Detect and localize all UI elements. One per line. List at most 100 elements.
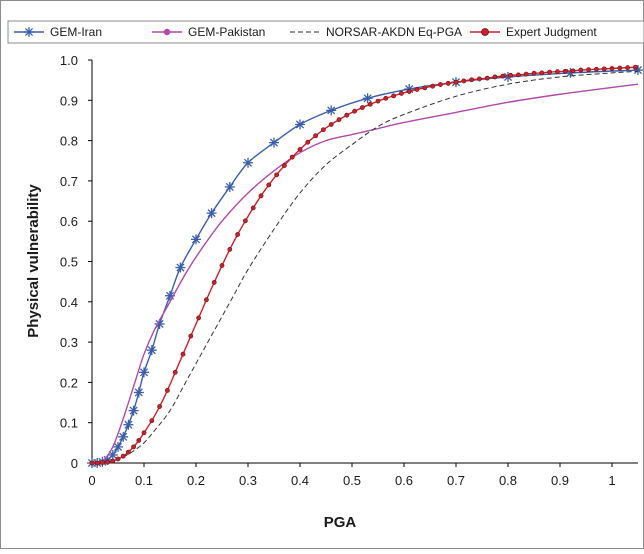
data-point bbox=[461, 78, 467, 84]
legend-label: Expert Judgment bbox=[506, 25, 597, 39]
legend-label: GEM-Pakistan bbox=[188, 25, 265, 39]
data-point bbox=[94, 460, 100, 466]
data-point bbox=[118, 431, 129, 442]
y-tick-label: 0.3 bbox=[60, 335, 78, 350]
data-point bbox=[313, 133, 318, 139]
ticks: 0 0.1 0.2 0.3 0.4 0.5 0.6 0.7 0.8 0.9 1 0 0.1 0.2 0.3 0… bbox=[60, 53, 616, 488]
legend: GEM-Iran GEM-Pakistan NORSAR-AKDN Eq-PGA Ex… bbox=[7, 20, 644, 44]
y-tick-label: 0.2 bbox=[60, 375, 78, 390]
data-point bbox=[633, 64, 638, 70]
data-point bbox=[422, 85, 428, 91]
data-point bbox=[188, 333, 194, 339]
x-tick-label: 0.9 bbox=[551, 473, 569, 488]
x-tick-label: 0.2 bbox=[187, 473, 205, 488]
data-point bbox=[617, 65, 623, 71]
data-point bbox=[344, 112, 350, 118]
data-point bbox=[227, 247, 233, 252]
x-tick-label: 0 bbox=[88, 473, 95, 488]
y-tick-label: 1.0 bbox=[60, 53, 78, 68]
data-point bbox=[203, 297, 209, 303]
legend-marker bbox=[24, 27, 34, 37]
legend-label: GEM-Iran bbox=[50, 25, 102, 39]
data-point bbox=[391, 93, 396, 99]
x-tick-label: 1 bbox=[608, 473, 615, 488]
legend-label: NORSAR-AKDN Eq-PGA bbox=[326, 25, 462, 39]
data-point bbox=[508, 72, 513, 78]
data-point bbox=[100, 460, 105, 465]
data-point bbox=[295, 119, 305, 130]
data-point bbox=[625, 65, 630, 71]
y-tick-label: 0.9 bbox=[60, 93, 78, 108]
data-point bbox=[492, 74, 498, 80]
legend-marker bbox=[163, 28, 171, 36]
series-line bbox=[91, 83, 639, 464]
data-point bbox=[326, 105, 337, 116]
series-3 bbox=[89, 64, 638, 466]
data-point bbox=[445, 80, 451, 86]
legend-item: Expert Judgment bbox=[470, 25, 597, 39]
data-point bbox=[131, 444, 136, 450]
data-point bbox=[136, 438, 142, 443]
data-point bbox=[266, 182, 272, 188]
legend-marker bbox=[481, 28, 489, 36]
data-point bbox=[191, 234, 201, 245]
data-point bbox=[406, 89, 412, 94]
series-0 bbox=[87, 65, 643, 468]
data-point bbox=[289, 154, 295, 160]
y-tick-label: 0.5 bbox=[60, 255, 78, 270]
data-point bbox=[157, 404, 162, 409]
legend-item: NORSAR-AKDN Eq-PGA bbox=[290, 25, 462, 39]
y-tick-label: 0.1 bbox=[60, 416, 78, 431]
data-point bbox=[484, 75, 490, 81]
data-point bbox=[258, 193, 264, 199]
data-point bbox=[531, 70, 537, 76]
series-line bbox=[91, 70, 639, 464]
data-point bbox=[500, 73, 506, 79]
data-point bbox=[196, 315, 201, 321]
y-tick-label: 0.4 bbox=[60, 295, 78, 310]
data-point bbox=[89, 460, 95, 466]
data-point bbox=[430, 83, 435, 89]
x-tick-label: 0.3 bbox=[239, 473, 257, 488]
x-tick-label: 0.5 bbox=[343, 473, 361, 488]
data-point bbox=[594, 66, 599, 72]
data-point bbox=[398, 91, 404, 96]
data-point bbox=[164, 388, 170, 393]
x-tick-label: 0.7 bbox=[447, 473, 465, 488]
data-point bbox=[281, 163, 287, 168]
data-point bbox=[469, 77, 474, 83]
x-axis-title: PGA bbox=[324, 514, 357, 531]
data-point bbox=[383, 95, 389, 101]
data-point bbox=[414, 87, 420, 92]
data-point bbox=[115, 456, 121, 462]
data-point bbox=[297, 147, 303, 152]
data-point bbox=[219, 263, 225, 268]
data-point bbox=[555, 69, 560, 75]
data-point bbox=[570, 68, 576, 74]
x-tick-label: 0.6 bbox=[395, 473, 413, 488]
data-point bbox=[375, 98, 381, 104]
data-point bbox=[242, 218, 248, 224]
data-point bbox=[120, 453, 126, 459]
data-point bbox=[113, 441, 123, 452]
data-point bbox=[633, 65, 643, 76]
data-point bbox=[586, 67, 591, 73]
data-point bbox=[539, 70, 545, 76]
data-point bbox=[476, 76, 482, 82]
data-point bbox=[362, 93, 373, 104]
data-point bbox=[211, 280, 217, 285]
data-point bbox=[336, 117, 342, 123]
data-point bbox=[146, 345, 157, 356]
data-point bbox=[149, 418, 155, 424]
y-tick-label: 0.7 bbox=[60, 174, 78, 189]
data-point bbox=[453, 79, 459, 85]
data-point bbox=[269, 137, 279, 148]
x-tick-label: 0.8 bbox=[499, 473, 517, 488]
data-point bbox=[123, 419, 134, 430]
data-point bbox=[141, 430, 147, 436]
data-point bbox=[367, 101, 373, 107]
data-point bbox=[523, 71, 529, 77]
data-point bbox=[107, 449, 118, 460]
legend-item: GEM-Pakistan bbox=[152, 25, 265, 39]
data-point bbox=[578, 67, 584, 73]
